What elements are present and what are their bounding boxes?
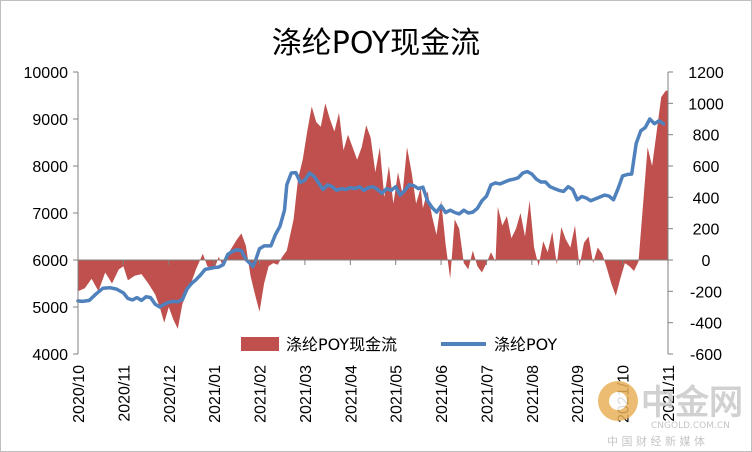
- line-series-poy: [76, 117, 666, 309]
- x-tick-label: 2021/03: [298, 365, 315, 423]
- x-tick-label: 2020/12: [162, 365, 179, 423]
- chart-title: 涤纶POY现金流: [272, 26, 480, 61]
- y-right-tick-label: 1200: [688, 65, 724, 82]
- area-series-cashflow: [78, 90, 668, 329]
- x-tick-label: 2021/01: [207, 365, 224, 423]
- watermark-slogan: 中 国 财 经 新 媒 体: [607, 434, 705, 448]
- x-tick-label: 2020/10: [71, 365, 88, 423]
- y-right-tick-label: -400: [690, 316, 722, 333]
- y-right-tick-label: 200: [693, 222, 720, 239]
- x-tick-label: 2021/08: [525, 365, 542, 423]
- y-right-tick-label: 1000: [688, 96, 724, 113]
- area-series-layer: [78, 90, 668, 329]
- x-tick-label: 2020/11: [116, 365, 133, 422]
- x-tick-label: 2021/04: [343, 365, 360, 423]
- legend-label-line: 涤纶POY: [494, 335, 557, 354]
- watermark-logo-inner: [609, 392, 627, 410]
- x-tick-label: 2021/02: [253, 365, 270, 423]
- x-tick-label: 2021/07: [479, 365, 496, 423]
- watermark-url: CNGOLD.COM.CN: [651, 421, 730, 431]
- x-tick-label: 2021/06: [434, 365, 451, 423]
- legend-label-area: 涤纶POY现金流: [286, 335, 397, 354]
- y-right-tick-label: -600: [690, 347, 722, 364]
- y-left-tick-label: 4000: [32, 347, 68, 364]
- x-tick-label: 2021/09: [570, 365, 587, 423]
- watermark-logo-text: 中金网: [641, 383, 743, 423]
- y-right-tick-label: 0: [702, 253, 711, 270]
- line-series-layer: [76, 117, 666, 309]
- y-right-tick-label: 600: [693, 159, 720, 176]
- y-right-tick-label: 800: [693, 128, 720, 145]
- x-tick-label: 2021/05: [389, 365, 406, 423]
- y-left-tick-label: 9000: [32, 112, 68, 129]
- y-right-tick-label: 400: [693, 190, 720, 207]
- legend-swatch-area: [241, 337, 279, 351]
- legend: 涤纶POY现金流 涤纶POY: [241, 335, 557, 354]
- y-left-tick-label: 10000: [24, 65, 69, 82]
- y-left-tick-label: 5000: [32, 300, 68, 317]
- y-right-tick-label: -200: [690, 284, 722, 301]
- watermark: 中金网 CNGOLD.COM.CN 中 国 财 经 新 媒 体: [598, 381, 743, 448]
- y-left-tick-label: 7000: [32, 206, 68, 223]
- y-left-tick-label: 8000: [32, 159, 68, 176]
- axes-layer: 40005000600070008000900010000-600-400-20…: [24, 65, 724, 423]
- y-left-tick-label: 6000: [32, 253, 68, 270]
- x-tick-label: 2021/11: [661, 365, 678, 422]
